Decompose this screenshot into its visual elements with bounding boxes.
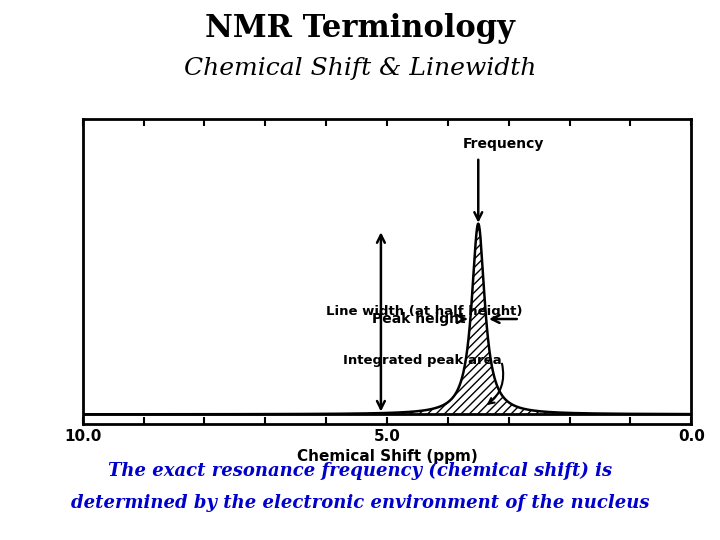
Text: NMR Terminology: NMR Terminology bbox=[205, 14, 515, 44]
Text: Integrated peak area: Integrated peak area bbox=[343, 354, 501, 368]
Text: Frequency: Frequency bbox=[463, 137, 544, 151]
Text: Peak height: Peak height bbox=[372, 312, 465, 326]
Text: determined by the electronic environment of the nucleus: determined by the electronic environment… bbox=[71, 494, 649, 512]
Text: The exact resonance frequency (chemical shift) is: The exact resonance frequency (chemical … bbox=[108, 462, 612, 480]
Text: Chemical Shift & Linewidth: Chemical Shift & Linewidth bbox=[184, 57, 536, 80]
X-axis label: Chemical Shift (ppm): Chemical Shift (ppm) bbox=[297, 449, 477, 464]
Text: Line width (at half height): Line width (at half height) bbox=[326, 305, 523, 318]
